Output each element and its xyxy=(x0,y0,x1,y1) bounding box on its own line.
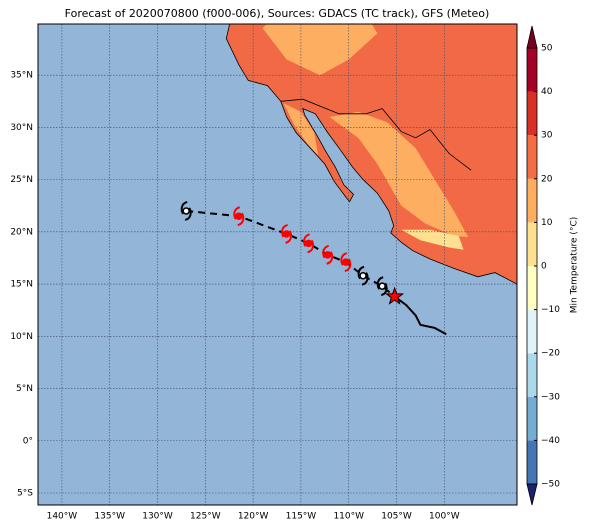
colorbar-tick-label: 20 xyxy=(541,174,553,184)
colorbar-tick-label: −20 xyxy=(541,349,560,359)
storm-icon xyxy=(340,252,352,273)
title: Forecast of 2020070800 (f000-006), Sourc… xyxy=(65,7,490,20)
storm-icon xyxy=(281,223,293,244)
highland xyxy=(401,229,464,250)
y-tick-label: 5°N xyxy=(16,384,33,394)
colorbar-tick-label: 30 xyxy=(541,131,553,141)
colorbar-tick-label: 50 xyxy=(541,44,553,54)
storm-spiral xyxy=(376,276,388,297)
y-tick-label: 35°N xyxy=(10,71,33,81)
storm-spiral xyxy=(322,244,334,265)
y-tick-label: 25°N xyxy=(10,175,33,185)
y-tick-label: 5°S xyxy=(17,488,33,498)
map-frame xyxy=(37,23,518,506)
storm-eye xyxy=(304,239,313,248)
storm-spiral xyxy=(303,233,315,254)
storm-spiral xyxy=(180,201,192,221)
x-tick-label: 140°W xyxy=(47,512,78,522)
colorbar-tick-label: 0 xyxy=(541,262,547,272)
colorbar-tick-label: −50 xyxy=(541,480,560,490)
colorbar-band xyxy=(527,178,537,223)
storm-eye xyxy=(323,251,332,259)
current-position-star xyxy=(385,286,405,305)
colorbar-label: Min Temperature (°C) xyxy=(570,217,580,314)
colorbar-tick-label: 40 xyxy=(541,87,553,97)
colorbar-tick-label: −40 xyxy=(541,436,560,446)
y-tick-label: 0° xyxy=(23,436,33,446)
colorbar-band xyxy=(527,309,537,354)
x-tick-label: 125°W xyxy=(190,512,221,522)
storm-eye xyxy=(182,207,190,215)
colorbar-band xyxy=(527,396,537,441)
storm-eye xyxy=(235,212,243,220)
border xyxy=(280,98,472,171)
storm-spiral xyxy=(340,252,352,273)
track-line xyxy=(394,295,447,336)
storm-spiral xyxy=(357,265,369,286)
x-tick-label: 135°W xyxy=(94,512,125,522)
x-tick-label: 115°W xyxy=(286,512,317,522)
colorbar-over xyxy=(526,25,538,49)
storm-icon xyxy=(180,201,192,221)
y-tick-label: 15°N xyxy=(10,280,33,290)
storm-eye xyxy=(342,258,350,266)
x-tick-label: 120°W xyxy=(238,512,269,522)
colorbar-tick-label: −10 xyxy=(541,305,560,315)
y-tick-label: 20°N xyxy=(10,227,33,237)
colorbar-band xyxy=(527,353,537,397)
y-tick-label: 30°N xyxy=(10,123,33,133)
x-tick-label: 105°W xyxy=(381,512,412,522)
x-tick-label: 130°W xyxy=(142,512,173,522)
storm-spiral xyxy=(233,206,245,227)
storm-icon xyxy=(233,206,245,227)
x-tick-label: 100°W xyxy=(429,512,460,522)
storm-spiral xyxy=(281,223,293,244)
storm-icon xyxy=(376,276,388,297)
storm-icon xyxy=(322,244,334,265)
storm-icon xyxy=(303,233,315,254)
highland xyxy=(329,111,469,238)
colorbar-band xyxy=(527,440,537,484)
storm-eye xyxy=(378,282,386,290)
colorbar-band xyxy=(527,91,537,136)
colorbar-band xyxy=(527,48,537,92)
colorbar-tick-label: 10 xyxy=(541,218,553,228)
colorbar-band xyxy=(527,135,537,179)
colorbar-band xyxy=(527,222,537,266)
y-tick-label: 10°N xyxy=(10,332,33,342)
storm-eye xyxy=(282,230,291,238)
colorbar-under xyxy=(526,483,538,506)
colorbar-band xyxy=(527,266,537,310)
colorbar-tick-label: −30 xyxy=(541,392,560,402)
storm-eye xyxy=(359,271,367,280)
x-tick-label: 110°W xyxy=(333,512,364,522)
storm-icon xyxy=(357,265,369,286)
